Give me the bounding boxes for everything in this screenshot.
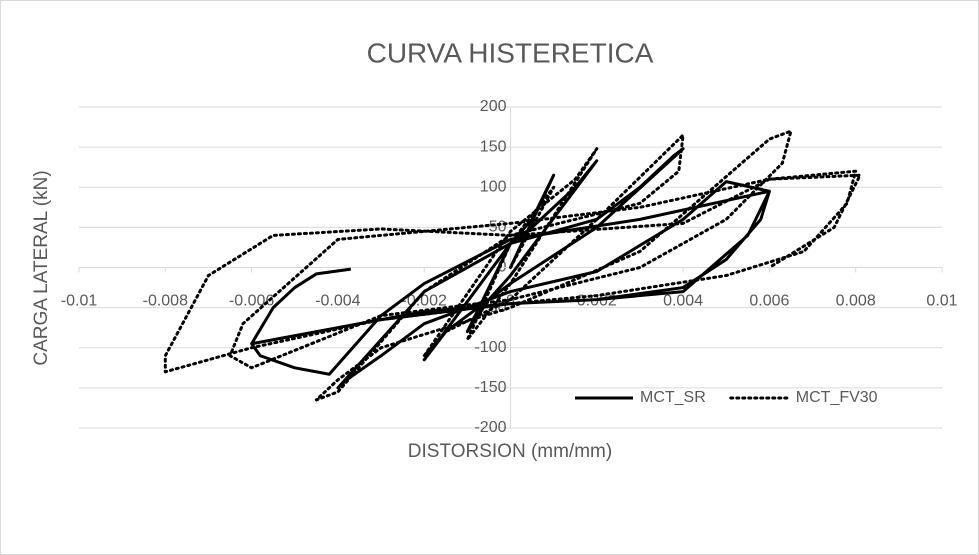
y-tick-label: 50	[489, 219, 507, 236]
x-tick-label: -0.004	[315, 293, 360, 310]
x-tick-label: -0.01	[61, 293, 98, 310]
series-line	[163, 129, 862, 402]
x-axis-title: DISTORSION (mm/mm)	[408, 441, 612, 462]
y-tick-label: 150	[480, 138, 507, 155]
x-tick-label: 0.006	[749, 293, 789, 310]
y-tick-label: -100	[474, 339, 506, 356]
y-tick-label: 200	[480, 98, 507, 115]
x-tick-label: 0.008	[836, 293, 876, 310]
x-tick-label: -0.006	[229, 293, 274, 310]
x-tick-label: 0.004	[663, 293, 703, 310]
y-tick-label: -150	[474, 379, 506, 396]
y-tick-label: 100	[480, 178, 507, 195]
x-tick-label: 0	[506, 293, 515, 310]
legend-label: MCT_FV30	[796, 389, 878, 406]
x-tick-label: -0.008	[143, 293, 188, 310]
y-tick-label: -200	[474, 419, 506, 436]
y-axis-title: CARGA LATERAL (kN)	[31, 170, 52, 365]
chart-title: CURVA HISTERETICA	[367, 37, 654, 68]
legend-label: MCT_SR	[640, 389, 706, 406]
x-tick-label: 0.01	[926, 293, 957, 310]
